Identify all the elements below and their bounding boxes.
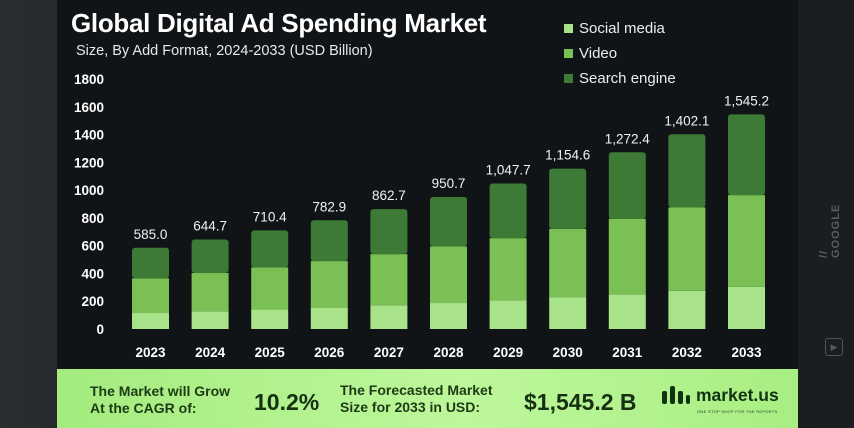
x-tick-label: 2025 [255,345,286,360]
bar-segment-search-engine [728,114,765,196]
forecast-caption-line1: The Forecasted Market [340,382,493,398]
bar-segment-search-engine [251,230,289,268]
bar-total-label: 1,545.2 [724,93,769,108]
bar-chart: 0 200 400 600 800 1000 1200 1400 1600 1800 585.0 20… [74,72,769,360]
x-tick-label: 2031 [612,345,643,360]
x-tick-label: 2029 [493,345,523,360]
infographic-card: Global Digital Ad Spending Market Size, … [57,0,798,428]
play-icon: ▶ [825,338,843,356]
bar-segment-search-engine [310,220,348,262]
bar-total-label: 782.9 [312,199,346,214]
logo-text: market.us [696,384,779,405]
legend-label-search-engine: Search engine [579,70,676,87]
legend-swatch-video [564,49,573,58]
bar-segment-social-media [370,305,408,329]
bar-segment-search-engine [489,183,527,239]
footer-banner: The Market will Grow At the CAGR of: 10.… [57,369,798,428]
logo-tagline: ONE STOP SHOP FOR THE REPORTS [697,409,778,414]
bar-total-label: 862.7 [372,188,406,203]
bar-segment-social-media [191,311,229,329]
bar-total-label: 1,154.6 [545,148,590,163]
bar-segment-search-engine [668,134,706,208]
bar-segment-search-engine [430,196,467,247]
legend-swatch-social-media [564,24,573,33]
legend-item-social-media: Social media [564,16,676,41]
forecast-value: $1,545.2 B [524,389,637,415]
bar-segment-social-media [549,297,587,329]
y-tick-label: 400 [81,266,104,281]
bar-segment-search-engine [132,247,169,279]
bar-segment-video [668,207,706,291]
chart-title: Global Digital Ad Spending Market [71,8,487,38]
market-us-logo: market.us [660,383,779,407]
x-tick-label: 2028 [433,345,464,360]
y-tick-label: 1000 [74,183,104,198]
bar-segment-social-media [132,313,169,329]
bar-segment-video [251,267,289,310]
forecast-caption-line2: Size for 2033 in USD: [340,399,481,415]
bar-segment-search-engine [549,168,587,229]
x-tick-label: 2024 [195,345,226,360]
legend-label-social-media: Social media [579,20,665,37]
bar-segment-social-media [489,300,527,329]
bar-segment-video [549,228,587,298]
y-tick-label: 600 [81,239,104,254]
bar-segment-video [430,246,467,304]
legend-label-video: Video [579,45,618,62]
cagr-caption-line1: The Market will Grow [90,383,231,399]
x-tick-label: 2033 [731,345,762,360]
x-tick-label: 2032 [672,345,702,360]
bar-total-label: 1,047.7 [486,162,531,177]
cagr-value: 10.2% [254,389,320,415]
legend-item-search-engine: Search engine [564,66,676,91]
bar-total-label: 950.7 [432,176,466,191]
bar-segment-search-engine [608,152,646,219]
bar-segment-search-engine [191,239,229,274]
bar-segment-social-media [668,290,706,329]
legend-swatch-search-engine [564,74,573,83]
y-tick-label: 800 [81,211,104,226]
y-tick-label: 1200 [74,155,104,170]
legend: Social media Video Search engine [564,16,676,91]
market-us-logo-icon [662,386,690,404]
x-tick-label: 2023 [135,345,166,360]
bar-segment-social-media [728,286,765,329]
bar-total-label: 585.0 [134,227,168,242]
watermark-text: // GOOGLE [818,203,842,258]
y-tick-label: 200 [81,294,104,309]
y-tick-label: 0 [96,322,104,337]
bar-segment-social-media [608,294,646,329]
bar-total-label: 1,402.1 [664,113,709,128]
bar-total-label: 644.7 [193,218,227,233]
bar-segment-video [310,261,348,308]
bar-segment-video [608,218,646,295]
y-tick-label: 1600 [74,100,104,115]
bar-total-label: 1,272.4 [605,131,651,146]
bar-segment-video [728,195,765,287]
x-tick-label: 2026 [314,345,345,360]
bar-segment-search-engine [370,209,408,255]
chart-subtitle: Size, By Add Format, 2024-2033 (USD Bill… [76,43,373,59]
bar-segment-video [489,238,527,301]
bar-segment-social-media [251,309,289,329]
bar-segment-video [191,273,229,312]
y-tick-label: 1800 [74,72,104,87]
bar-segment-video [370,254,408,306]
legend-item-video: Video [564,41,676,66]
y-tick-label: 1400 [74,128,104,143]
x-tick-label: 2027 [374,345,404,360]
bar-segment-video [132,278,169,314]
bar-segment-social-media [310,307,348,329]
bar-segment-social-media [430,303,467,329]
cagr-caption-line2: At the CAGR of: [90,400,197,416]
x-tick-label: 2030 [553,345,583,360]
bar-total-label: 710.4 [253,209,287,224]
